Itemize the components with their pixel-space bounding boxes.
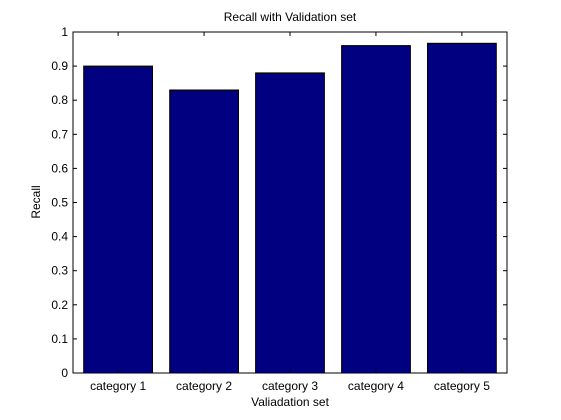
y-tick-label: 0 xyxy=(61,366,68,380)
y-tick-label: 0.7 xyxy=(51,127,68,141)
bars-group xyxy=(83,42,497,374)
y-tick-label: 0.9 xyxy=(51,59,68,73)
bar-2 xyxy=(169,89,239,374)
bar-1 xyxy=(83,65,153,374)
y-tick-labels: 0 0.1 0.2 0.3 0.4 0.5 0.6 0.7 0.8 0.9 1 xyxy=(51,25,68,380)
y-tick-label: 0.5 xyxy=(51,196,68,210)
x-tick-label: category 3 xyxy=(262,379,318,393)
y-tick-label: 0.6 xyxy=(51,161,68,175)
y-tick-label: 0.3 xyxy=(51,264,68,278)
y-tick-label: 0.4 xyxy=(51,230,68,244)
x-tick-label: category 2 xyxy=(176,379,232,393)
bar-3 xyxy=(255,72,325,374)
y-tick-label: 0.2 xyxy=(51,298,68,312)
chart-title: Recall with Validation set xyxy=(224,10,357,24)
x-tick-labels: category 1 category 2 category 3 category 4… xyxy=(90,379,490,393)
y-tick-label: 0.8 xyxy=(51,93,68,107)
y-axis-label: Recall xyxy=(29,185,43,218)
y-tick-label: 0.1 xyxy=(51,332,68,346)
axes-frame xyxy=(72,31,508,374)
bar-4 xyxy=(341,45,411,374)
bar-5 xyxy=(427,42,497,374)
x-tick-label: category 4 xyxy=(348,379,404,393)
x-axis-label: Valiadation set xyxy=(251,395,329,409)
x-tick-label: category 5 xyxy=(434,379,490,393)
y-tick-label: 1 xyxy=(61,25,68,39)
x-tick-label: category 1 xyxy=(90,379,146,393)
